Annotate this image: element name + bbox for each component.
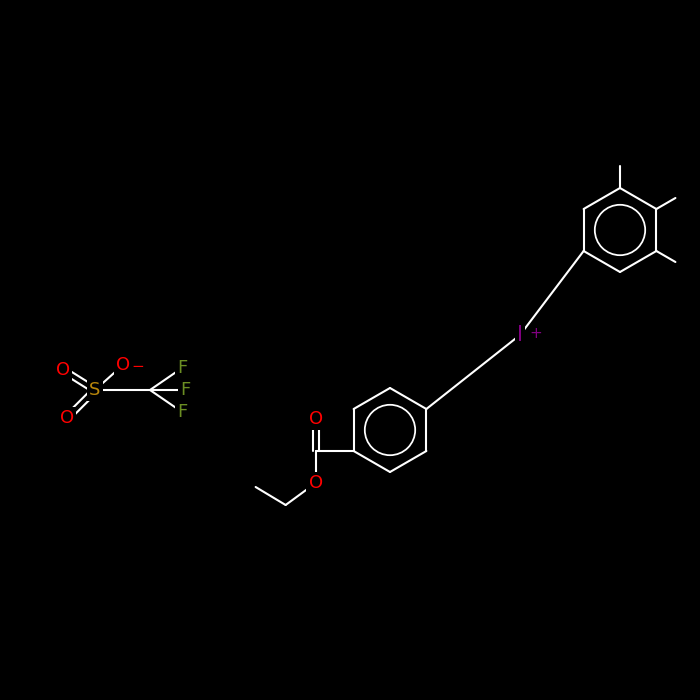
Text: O: O (60, 409, 74, 427)
Text: F: F (177, 359, 187, 377)
Text: O: O (116, 356, 130, 374)
Text: F: F (177, 403, 187, 421)
Text: I: I (517, 325, 523, 345)
Text: O: O (309, 410, 323, 428)
Text: S: S (90, 381, 101, 399)
Text: F: F (180, 381, 190, 399)
Text: O: O (309, 474, 323, 492)
Text: +: + (529, 326, 542, 341)
Text: O: O (56, 361, 70, 379)
Text: −: − (131, 359, 144, 374)
